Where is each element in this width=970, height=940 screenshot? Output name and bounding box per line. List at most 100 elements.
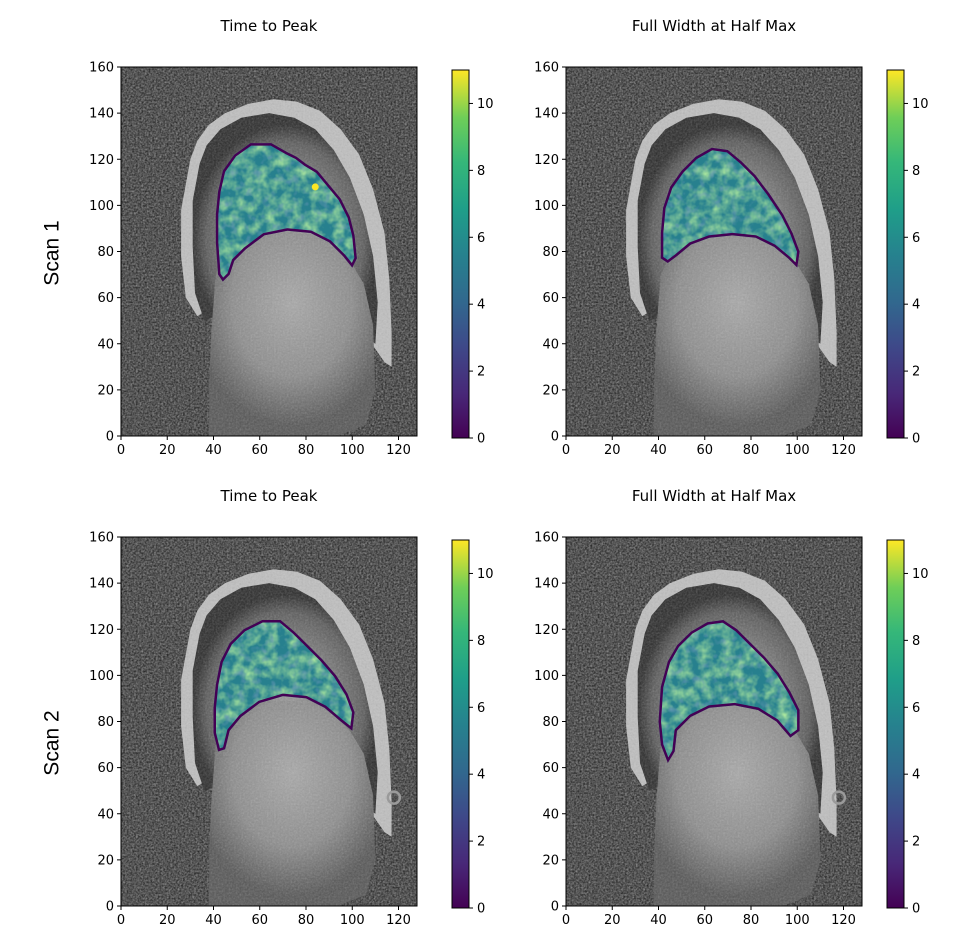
mask-edge xyxy=(658,620,800,763)
y-tick-label: 120 xyxy=(89,153,114,168)
x-tick-label: 80 xyxy=(298,443,315,458)
colorbar-tick-label: 2 xyxy=(912,365,920,380)
colorbar-tick-label: 6 xyxy=(912,701,920,716)
y-tick-label: 100 xyxy=(89,199,114,214)
x-tick-label: 0 xyxy=(117,443,125,458)
y-tick-label: 20 xyxy=(542,383,559,398)
x-tick-label: 120 xyxy=(386,443,411,458)
colorbar-tick-label: 6 xyxy=(477,701,485,716)
y-tick-label: 60 xyxy=(542,291,559,306)
x-tick-label: 120 xyxy=(386,913,411,928)
y-tick-label: 40 xyxy=(97,337,114,352)
y-tick-label: 80 xyxy=(97,715,114,730)
colorbar-tick-label: 4 xyxy=(477,298,485,313)
y-tick-label: 20 xyxy=(97,383,114,398)
x-tick-label: 100 xyxy=(785,443,810,458)
x-tick-label: 120 xyxy=(831,443,856,458)
y-tick-label: 160 xyxy=(534,61,559,76)
y-tick-label: 140 xyxy=(534,577,559,592)
y-tick-label: 40 xyxy=(97,807,114,822)
x-tick-label: 80 xyxy=(743,913,760,928)
x-tick-label: 120 xyxy=(831,913,856,928)
panel-title: Time to Peak xyxy=(220,487,318,505)
x-tick-label: 100 xyxy=(340,443,365,458)
x-tick-label: 100 xyxy=(785,913,810,928)
y-tick-label: 20 xyxy=(542,853,559,868)
x-tick-label: 0 xyxy=(562,443,570,458)
x-tick-label: 20 xyxy=(604,913,621,928)
y-tick-label: 160 xyxy=(89,531,114,546)
y-tick-label: 100 xyxy=(89,669,114,684)
colorbar-tick-label: 4 xyxy=(912,768,920,783)
colorbar xyxy=(886,539,905,909)
panel-title: Time to Peak xyxy=(220,17,318,35)
colorbar-tick-label: 4 xyxy=(912,298,920,313)
x-tick-label: 60 xyxy=(696,443,713,458)
mask-edge xyxy=(213,620,355,752)
hotspot-marker xyxy=(311,183,319,191)
y-tick-label: 40 xyxy=(542,337,559,352)
y-tick-label: 140 xyxy=(534,107,559,122)
y-tick-label: 0 xyxy=(106,430,114,445)
y-tick-label: 80 xyxy=(97,245,114,260)
y-tick-label: 80 xyxy=(542,245,559,260)
colorbar-tick-label: 8 xyxy=(912,164,920,179)
colorbar-tick-label: 8 xyxy=(477,634,485,649)
x-tick-label: 80 xyxy=(743,443,760,458)
y-tick-label: 60 xyxy=(97,761,114,776)
x-tick-label: 0 xyxy=(562,913,570,928)
y-tick-label: 120 xyxy=(534,623,559,638)
x-tick-label: 80 xyxy=(298,913,315,928)
colorbar-tick-label: 8 xyxy=(477,164,485,179)
panel-title: Full Width at Half Max xyxy=(632,487,796,505)
colorbar-tick-label: 2 xyxy=(477,835,485,850)
x-tick-label: 60 xyxy=(251,913,268,928)
x-tick-label: 100 xyxy=(340,913,365,928)
x-tick-label: 60 xyxy=(696,913,713,928)
y-tick-label: 60 xyxy=(542,761,559,776)
y-tick-label: 80 xyxy=(542,715,559,730)
y-tick-label: 0 xyxy=(106,900,114,915)
colorbar-tick-label: 4 xyxy=(477,768,485,783)
colorbar-tick-label: 10 xyxy=(477,567,494,582)
colorbar xyxy=(451,69,470,439)
mri-background xyxy=(566,537,862,906)
x-tick-label: 0 xyxy=(117,913,125,928)
y-tick-label: 60 xyxy=(97,291,114,306)
y-tick-label: 120 xyxy=(89,623,114,638)
x-tick-label: 20 xyxy=(604,443,621,458)
colorbar-tick-label: 2 xyxy=(912,835,920,850)
y-tick-label: 100 xyxy=(534,199,559,214)
x-tick-label: 60 xyxy=(251,443,268,458)
colorbar-tick-label: 10 xyxy=(477,97,494,112)
colorbar-tick-label: 10 xyxy=(912,97,929,112)
ring-artifact xyxy=(831,790,847,805)
y-tick-label: 20 xyxy=(97,853,114,868)
row-label-scan-2: Scan 2 xyxy=(41,710,64,775)
y-tick-label: 120 xyxy=(534,153,559,168)
colorbar-tick-label: 0 xyxy=(912,902,920,917)
colorbar-tick-label: 8 xyxy=(912,634,920,649)
colorbar-tick-label: 10 xyxy=(912,567,929,582)
y-tick-label: 0 xyxy=(551,900,559,915)
mri-background xyxy=(121,67,417,436)
x-tick-label: 20 xyxy=(159,913,176,928)
y-tick-label: 100 xyxy=(534,669,559,684)
colorbar-tick-label: 2 xyxy=(477,365,485,380)
ring-artifact xyxy=(386,790,402,805)
x-tick-label: 40 xyxy=(205,913,222,928)
colorbar-tick-label: 0 xyxy=(477,432,485,447)
colorbar-tick-label: 0 xyxy=(477,902,485,917)
x-tick-label: 20 xyxy=(159,443,176,458)
mri-background xyxy=(566,67,862,436)
x-tick-label: 40 xyxy=(650,913,667,928)
colorbar-tick-label: 6 xyxy=(912,231,920,246)
x-tick-label: 40 xyxy=(650,443,667,458)
y-tick-label: 140 xyxy=(89,577,114,592)
y-tick-label: 40 xyxy=(542,807,559,822)
colorbar-tick-label: 6 xyxy=(477,231,485,246)
y-tick-label: 160 xyxy=(534,531,559,546)
